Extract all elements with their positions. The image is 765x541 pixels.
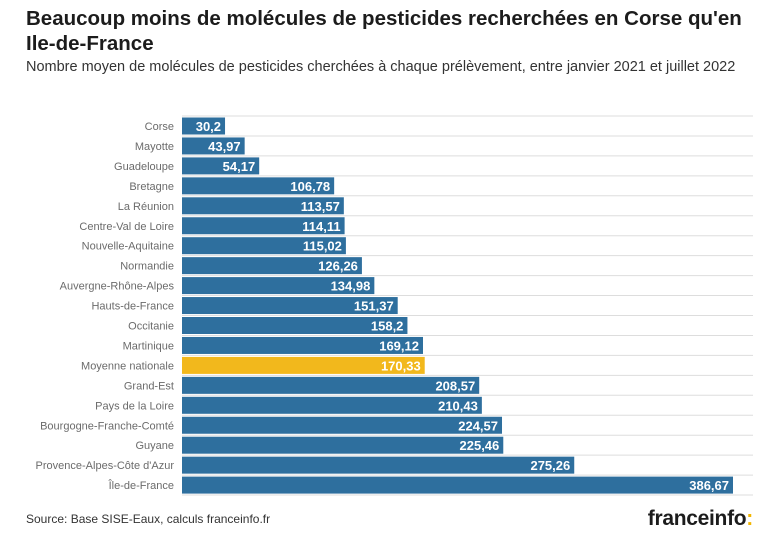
bar-3: [182, 177, 335, 195]
category-label: Provence-Alpes-Côte d'Azur: [36, 460, 175, 472]
category-label: Centre-Val de Loire: [79, 221, 174, 233]
value-label: 275,26: [530, 458, 570, 473]
category-label: Martinique: [123, 340, 174, 352]
bar-16: [182, 436, 504, 454]
value-label: 210,43: [438, 398, 478, 413]
category-label: Occitanie: [128, 321, 174, 333]
category-label: Nouvelle-Aquitaine: [82, 241, 174, 253]
value-label: 43,97: [208, 139, 241, 154]
bar-0: [182, 117, 226, 135]
category-label: Guadeloupe: [114, 161, 174, 173]
value-label: 106,78: [290, 179, 330, 194]
category-label: Normandie: [120, 261, 174, 273]
category-label: Corse: [145, 121, 174, 133]
chart-subtitle: Nombre moyen de molécules de pesticides …: [26, 59, 736, 75]
bar-17: [182, 456, 575, 474]
value-label: 134,98: [331, 279, 371, 294]
category-label: Moyenne nationale: [81, 360, 174, 372]
bar-11: [182, 336, 423, 354]
bar-13: [182, 376, 480, 394]
chart-title: Beaucoup moins de molécules de pesticide…: [26, 7, 742, 55]
logo-text: franceinfo: [647, 507, 747, 530]
bar-8: [182, 277, 375, 295]
bar-9: [182, 297, 398, 315]
category-labels: Corse Mayotte Guadeloupe Bretagne La Réunion…: [36, 121, 175, 492]
category-label: Hauts-de-France: [91, 301, 174, 313]
bar-6: [182, 237, 346, 255]
bar-15: [182, 416, 503, 434]
logo-colon: :: [746, 507, 753, 530]
category-label: Pays de la Loire: [95, 400, 174, 412]
bars: [182, 117, 733, 494]
value-label: 113,57: [301, 199, 340, 214]
category-label: Bourgogne-Franche-Comté: [40, 420, 174, 432]
value-label: 114,11: [302, 219, 340, 234]
source-note: Source: Base SISE-Eaux, calculs francein…: [26, 512, 271, 526]
category-label: Île-de-France: [108, 479, 174, 492]
value-label: 225,46: [460, 438, 500, 453]
bar-18: [182, 476, 733, 494]
bar-5: [182, 217, 345, 235]
bar-14: [182, 396, 482, 414]
value-label: 54,17: [223, 159, 256, 174]
category-label: Bretagne: [129, 181, 174, 193]
category-label: Mayotte: [135, 141, 174, 153]
bar-1: [182, 137, 245, 155]
value-labels: 30,2 43,97 54,17 106,78 113,57 114,11 115,02 12…: [196, 119, 729, 493]
bar-2: [182, 157, 260, 175]
value-label: 208,57: [435, 378, 475, 393]
gridlines: [182, 115, 753, 496]
franceinfo-logo: franceinfo:: [647, 507, 754, 531]
category-label: Grand-Est: [124, 380, 174, 392]
value-label: 151,37: [354, 299, 394, 314]
value-label: 170,33: [381, 358, 421, 373]
value-label: 126,26: [318, 259, 358, 274]
value-label: 30,2: [196, 119, 221, 134]
value-label: 224,57: [458, 418, 498, 433]
value-label: 386,67: [689, 478, 729, 493]
bar-12: [182, 356, 425, 374]
value-label: 158,2: [371, 319, 404, 334]
bar-10: [182, 317, 408, 334]
category-label: Auvergne-Rhône-Alpes: [60, 281, 175, 293]
value-label: 169,12: [379, 338, 419, 353]
category-label: La Réunion: [118, 201, 174, 213]
bar-7: [182, 257, 362, 275]
category-label: Guyane: [135, 440, 174, 452]
value-label: 115,02: [303, 239, 342, 254]
bar-4: [182, 197, 344, 215]
